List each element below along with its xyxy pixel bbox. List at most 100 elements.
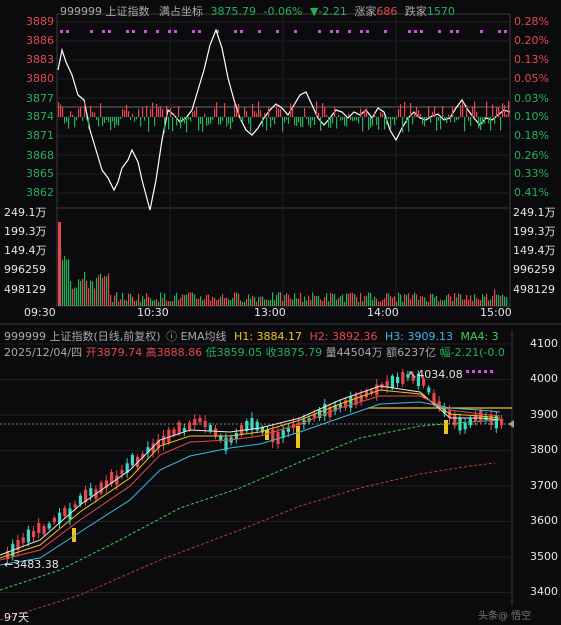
daily-price-tick: 3400 (530, 585, 558, 598)
volume-bar (288, 294, 290, 306)
breadth-bar (180, 117, 182, 129)
volume-bar (252, 295, 254, 306)
candle-body (21, 537, 25, 543)
breadth-bar (266, 117, 268, 131)
index-code-name: 999999 上证指数 (60, 5, 150, 18)
marker-dot (450, 30, 453, 33)
candle-body (219, 435, 223, 441)
volume-bar (190, 292, 192, 306)
breadth-bar (382, 113, 384, 117)
volume-bar (306, 300, 308, 306)
volume-bar (162, 297, 164, 306)
candle-body (390, 375, 394, 389)
breadth-bar (404, 101, 406, 117)
breadth-bar (114, 117, 116, 128)
candle-body (130, 454, 134, 466)
breadth-bar (468, 117, 470, 121)
volume-bar (460, 294, 462, 306)
volume-bar (98, 275, 100, 306)
breadth-bar (76, 117, 78, 121)
breadth-bar (492, 104, 494, 117)
volume-bar (200, 296, 202, 306)
volume-bar (160, 292, 162, 306)
volume-bar (328, 301, 330, 306)
candle-body (370, 390, 374, 394)
marker-dot (360, 30, 363, 33)
volume-bar (386, 292, 388, 306)
volume-bar (334, 294, 336, 306)
pct-tick-right: 0.10% (514, 110, 549, 123)
intraday-chart[interactable] (0, 0, 561, 325)
volume-bar (362, 301, 364, 306)
volume-bar (206, 294, 208, 306)
volume-bar (380, 301, 382, 306)
volume-bar (426, 301, 428, 306)
info-circle-icon[interactable]: ⓘ (166, 330, 178, 343)
volume-bar (78, 279, 80, 306)
current-price: 3875.79 (210, 5, 257, 18)
breadth-bar (154, 117, 156, 126)
breadth-bar (412, 117, 414, 125)
volume-bar (138, 293, 140, 306)
daily-header-line2: 2025/12/04/四 开3879.74 高3888.86 低3859.05 … (4, 346, 505, 359)
breadth-bar (200, 117, 202, 124)
low-annotation-value: 3483.38 (13, 558, 59, 571)
pct-tick-right: 0.05% (514, 72, 549, 85)
breadth-bar (442, 105, 444, 117)
volume-bar (342, 294, 344, 306)
volume-bar (296, 298, 298, 306)
breadth-bar (280, 108, 282, 117)
volume-bar (304, 296, 306, 306)
breadth-bar (340, 117, 342, 121)
candle-body (162, 435, 166, 445)
volume-bar (88, 288, 90, 306)
breadth-bar (450, 117, 452, 123)
volume-bar (218, 299, 220, 306)
pct-tick-right: 0.33% (514, 167, 549, 180)
breadth-bar (274, 117, 276, 125)
breadth-bar (260, 110, 262, 117)
volume-bar (324, 297, 326, 306)
volume-bar (66, 259, 68, 306)
volume-bar (172, 300, 174, 306)
volume-bar (222, 294, 224, 306)
daily-marker (478, 370, 481, 373)
breadth-bar (488, 117, 490, 124)
breadth-bar (230, 117, 232, 130)
breadth-bar (476, 111, 478, 117)
candle-body-highlight (444, 420, 448, 434)
volume-bar (494, 289, 496, 306)
volume-bar (396, 301, 398, 306)
candle-body (115, 475, 119, 485)
breadth-bar (284, 117, 286, 123)
volume-bar (142, 295, 144, 306)
crosshair-label[interactable]: 满占坐标 (159, 5, 203, 18)
candle-body (255, 421, 259, 431)
up-count: 686 (376, 5, 398, 18)
marker-dot (414, 30, 417, 33)
candle-body (432, 393, 436, 403)
candle-body (250, 418, 254, 430)
breadth-bar (220, 117, 222, 125)
breadth-bar (216, 102, 218, 117)
marker-dot (276, 30, 279, 33)
candle-body (318, 410, 322, 418)
breadth-bar (348, 113, 350, 117)
time-label: 14:00 (367, 306, 399, 319)
breadth-bar (126, 104, 128, 117)
volume-bar (120, 299, 122, 306)
breadth-bar (248, 117, 250, 124)
volume-bar (436, 296, 438, 306)
volume-bar (368, 292, 370, 306)
indicator-name[interactable]: EMA均线 (180, 330, 227, 343)
breadth-bar (414, 112, 416, 117)
volume-bar (282, 300, 284, 306)
volume-bar (180, 297, 182, 306)
candle-body (99, 482, 103, 494)
volume-bar (376, 298, 378, 306)
breadth-bar (60, 104, 62, 117)
volume-bar (404, 294, 406, 306)
daily-marker (466, 370, 469, 373)
breadth-bar (122, 108, 124, 117)
